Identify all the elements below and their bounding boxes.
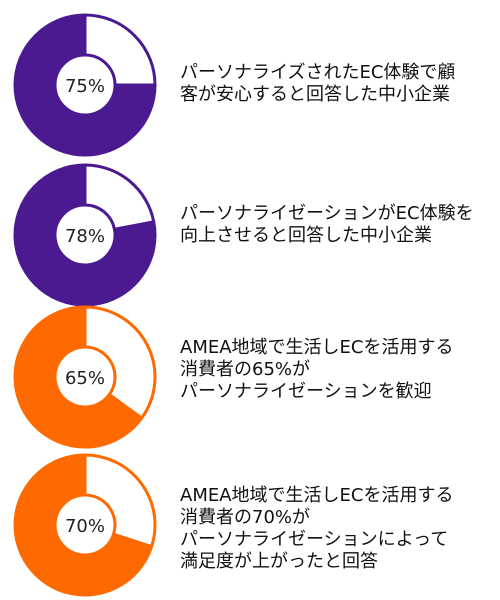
donut-svg: 75% <box>13 13 157 157</box>
caption-line: 消費者の70%が <box>180 507 311 528</box>
donut-remainder <box>83 305 157 420</box>
donut-chart: 78% <box>10 160 160 310</box>
donut-percent-label: 70% <box>65 516 105 537</box>
caption-line: パーソナライゼーションがEC体験を <box>180 203 474 224</box>
donut-chart: 70% <box>10 450 160 600</box>
donut-percent-label: 75% <box>65 76 105 97</box>
donut-percent-label: 78% <box>65 226 105 247</box>
caption-line: 向上させると回答した中小企業 <box>180 225 432 246</box>
donut-percent-label: 65% <box>65 368 105 389</box>
donut-value-slice <box>13 163 157 307</box>
caption-line: パーソナライズされたEC体験で顧 <box>180 62 456 83</box>
donut-remainder <box>83 13 157 87</box>
donut-remainder <box>83 163 156 231</box>
caption-line: AMEA地域で生活しECを活用する <box>180 337 454 358</box>
caption-line: 客が安心すると回答した中小企業 <box>180 84 450 105</box>
caption-line: AMEA地域で生活しECを活用する <box>180 485 454 506</box>
caption-line: 満足度が上がったと回答 <box>180 551 378 572</box>
stat-caption: パーソナライズされたEC体験で顧 客が安心すると回答した中小企業 <box>180 62 492 106</box>
donut-remainder <box>83 453 157 549</box>
stat-caption: AMEA地域で生活しECを活用する 消費者の70%が パーソナライゼーションによって… <box>180 485 492 573</box>
donut-value-slice <box>13 305 144 449</box>
stat-caption: AMEA地域で生活しECを活用する 消費者の65%が パーソナライゼーションを歓迎 <box>180 337 492 403</box>
caption-line: 消費者の65%が <box>180 359 311 380</box>
donut-svg: 70% <box>13 453 157 597</box>
donut-svg: 78% <box>13 163 157 307</box>
caption-line: パーソナライゼーションによって <box>180 529 449 550</box>
donut-value-slice <box>13 13 157 157</box>
stat-caption: パーソナライゼーションがEC体験を 向上させると回答した中小企業 <box>180 203 492 247</box>
caption-line: パーソナライゼーションを歓迎 <box>180 381 432 402</box>
donut-chart: 65% <box>10 302 160 452</box>
donut-svg: 65% <box>13 305 157 449</box>
donut-chart: 75% <box>10 10 160 160</box>
